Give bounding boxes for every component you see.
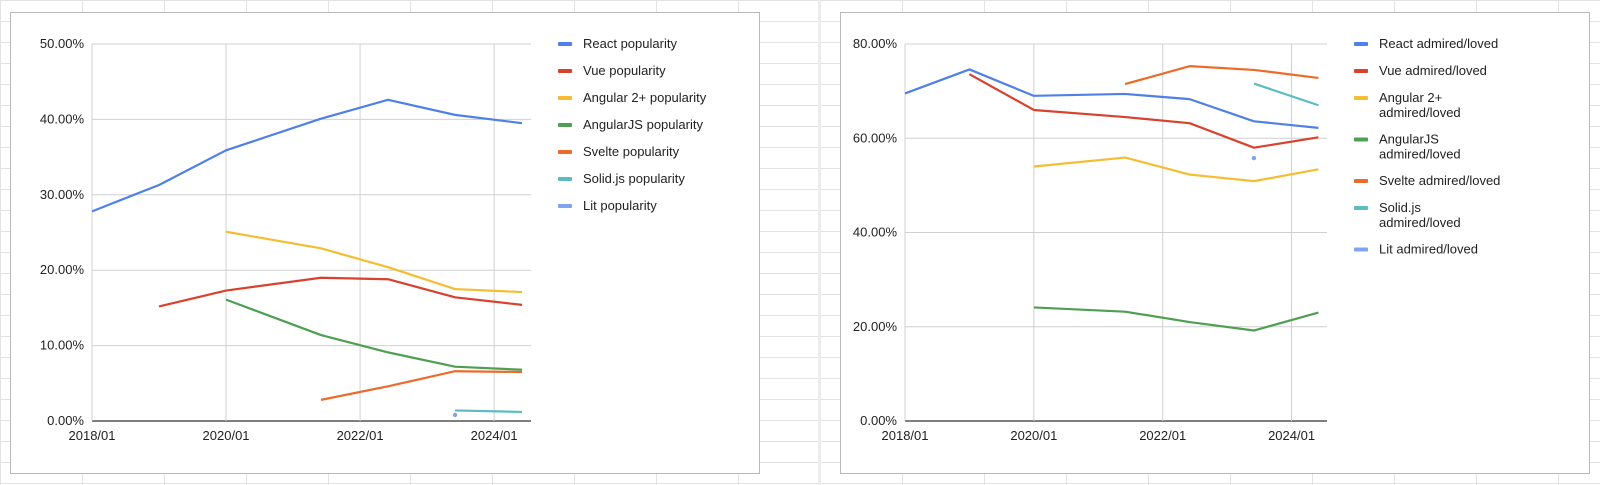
admired-y-tick-label: 0.00% <box>860 413 897 428</box>
popularity-legend-label[interactable]: Angular 2+ popularity <box>583 90 707 105</box>
popularity-y-tick-label: 50.00% <box>40 36 85 51</box>
admired-legend-swatch <box>1354 137 1368 142</box>
popularity-chart[interactable]: 0.00% 10.00% 20.00% 30.00% 40.00% 50.00% 2018/… <box>10 12 760 474</box>
popularity-x-tick-label: 2022/01 <box>337 428 384 443</box>
admired-chart-svg: 0.00% 20.00% 40.00% 60.00% 80.00% 2018/01 2020… <box>853 36 1501 443</box>
admired-legend-label[interactable]: React admired/loved <box>1379 36 1498 51</box>
admired-legend-label[interactable]: Lit admired/loved <box>1379 242 1478 257</box>
admired-x-tick-label: 2024/01 <box>1268 428 1315 443</box>
admired-series-line-4[interactable] <box>1124 65 1319 86</box>
admired-legend-swatch <box>1354 247 1368 252</box>
admired-y-tick-label: 80.00% <box>853 36 898 51</box>
admired-y-tick-label: 20.00% <box>853 319 898 334</box>
admired-x-tick-label: 2020/01 <box>1010 428 1057 443</box>
admired-legend-swatch <box>1354 206 1368 210</box>
admired-y-tick-label: 40.00% <box>853 225 898 240</box>
popularity-y-tick-label: 30.00% <box>40 187 85 202</box>
popularity-legend-swatch <box>558 150 572 154</box>
popularity-series-line-1[interactable] <box>158 276 523 308</box>
popularity-legend-swatch <box>558 177 572 181</box>
admired-legend-label[interactable]: Angular 2+ admired/loved <box>1379 90 1461 120</box>
popularity-x-tick-label: 2018/01 <box>69 428 116 443</box>
admired-series-line-5[interactable] <box>1253 82 1319 107</box>
popularity-legend-label[interactable]: Vue popularity <box>583 63 666 78</box>
admired-legend-swatch <box>1354 179 1368 183</box>
admired-series-point-6[interactable] <box>1251 155 1257 161</box>
popularity-legend-swatch <box>558 96 572 100</box>
admired-x-tick-label: 2022/01 <box>1139 428 1186 443</box>
popularity-series-line-5[interactable] <box>455 409 523 414</box>
admired-legend-label[interactable]: Solid.js admired/loved <box>1379 200 1461 230</box>
admired-x-tick-label: 2018/01 <box>882 428 929 443</box>
popularity-legend-swatch <box>558 69 572 73</box>
admired-legend-label[interactable]: Svelte admired/loved <box>1379 173 1500 188</box>
popularity-y-tick-label: 10.00% <box>40 338 85 353</box>
popularity-series-line-4[interactable] <box>320 370 523 401</box>
admired-chart[interactable]: 0.00% 20.00% 40.00% 60.00% 80.00% 2018/01 2020… <box>840 12 1590 474</box>
popularity-legend-label[interactable]: React popularity <box>583 36 677 51</box>
popularity-series-line-0[interactable] <box>92 98 523 213</box>
popularity-series-line-2[interactable] <box>225 230 523 294</box>
popularity-legend-label[interactable]: Solid.js popularity <box>583 171 685 186</box>
popularity-legend-label[interactable]: Lit popularity <box>583 198 657 213</box>
popularity-series-point-6[interactable] <box>452 412 458 418</box>
popularity-legend-swatch <box>558 204 572 208</box>
admired-series-line-2[interactable] <box>1033 156 1319 183</box>
popularity-legend-swatch <box>558 123 572 127</box>
admired-series-line-1[interactable] <box>968 73 1319 149</box>
popularity-x-tick-label: 2024/01 <box>471 428 518 443</box>
popularity-y-tick-label: 0.00% <box>47 413 84 428</box>
popularity-y-tick-label: 20.00% <box>40 262 85 277</box>
admired-series-line-0[interactable] <box>905 68 1319 129</box>
popularity-chart-svg: 0.00% 10.00% 20.00% 30.00% 40.00% 50.00% 2018/… <box>40 36 707 443</box>
admired-legend-swatch <box>1354 42 1368 46</box>
popularity-legend-swatch <box>558 42 572 46</box>
admired-series-line-3[interactable] <box>1033 306 1319 332</box>
popularity-legend-label[interactable]: Svelte popularity <box>583 144 680 159</box>
sheet-divider <box>818 0 821 485</box>
popularity-x-tick-label: 2020/01 <box>203 428 250 443</box>
popularity-series-line-3[interactable] <box>225 298 523 371</box>
popularity-legend-label[interactable]: AngularJS popularity <box>583 117 703 132</box>
admired-legend-swatch <box>1354 69 1368 73</box>
admired-legend-label[interactable]: Vue admired/loved <box>1379 63 1487 78</box>
admired-y-tick-label: 60.00% <box>853 130 898 145</box>
popularity-y-tick-label: 40.00% <box>40 111 85 126</box>
admired-legend-label[interactable]: AngularJS admired/loved <box>1379 132 1461 162</box>
admired-legend-swatch <box>1354 96 1368 100</box>
